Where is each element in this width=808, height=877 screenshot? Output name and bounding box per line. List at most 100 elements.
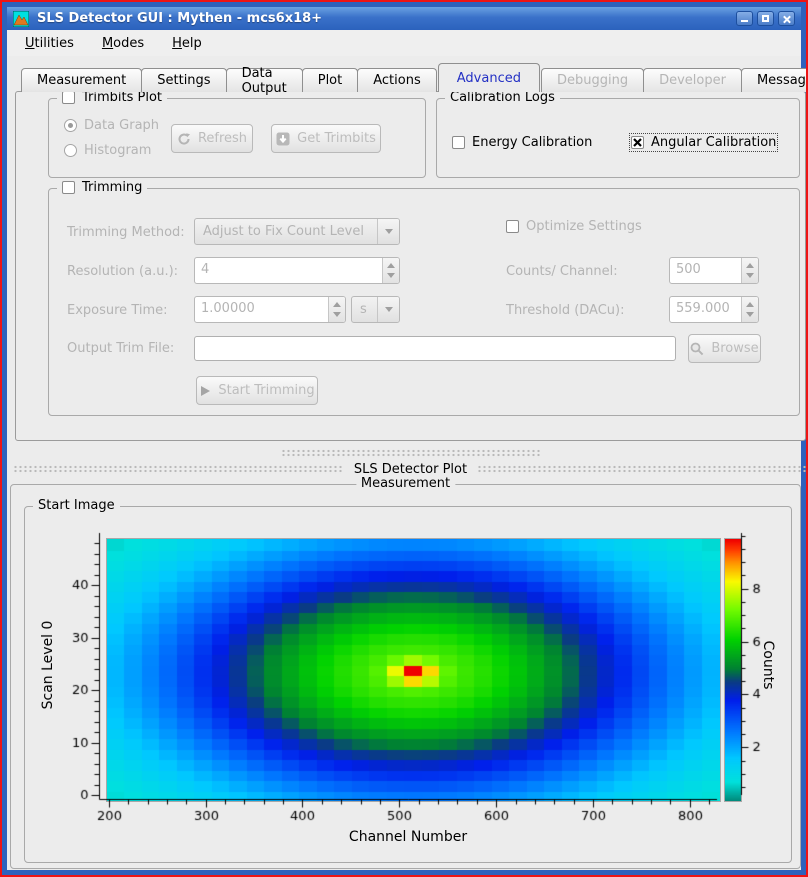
chevron-down-icon xyxy=(377,297,399,322)
dock-texture xyxy=(13,464,344,474)
minimize-icon xyxy=(741,20,748,22)
minimize-button[interactable] xyxy=(736,11,753,26)
spin-arrows-icon xyxy=(382,258,399,283)
refresh-icon xyxy=(178,132,190,145)
menu-modes[interactable]: Modes xyxy=(101,35,145,51)
counts-channel-value: 500 xyxy=(676,262,701,277)
trimming-title: Trimming xyxy=(82,180,143,195)
histogram-label: Histogram xyxy=(84,143,152,158)
exposure-time-label: Exposure Time: xyxy=(67,303,168,318)
threshold-label: Threshold (DACu): xyxy=(506,303,625,318)
histogram-radio: Histogram xyxy=(64,143,151,158)
download-icon xyxy=(276,132,290,145)
output-trim-file-input xyxy=(194,336,676,361)
heatmap-plot-canvas[interactable] xyxy=(106,538,721,802)
splitter-handle[interactable] xyxy=(281,449,541,458)
trimming-checkbox[interactable]: Trimming xyxy=(62,180,142,195)
angular-calibration-label: Angular Calibration xyxy=(651,135,777,150)
plot-dock-titlebar: SLS Detector Plot xyxy=(13,461,806,477)
tab-settings[interactable]: Settings xyxy=(141,68,227,92)
trimming-method-value: Adjust to Fix Count Level xyxy=(203,224,364,239)
trimbits-plot-title: Trimbits Plot xyxy=(82,90,163,105)
browse-button: Browse xyxy=(688,334,761,363)
window-title: SLS Detector GUI : Mythen - mcs6x18+ xyxy=(37,11,323,26)
spin-arrows-icon xyxy=(328,297,345,322)
magnifier-icon xyxy=(690,342,704,355)
menu-help[interactable]: Help xyxy=(172,35,202,51)
resolution-label: Resolution (a.u.): xyxy=(67,264,179,279)
exposure-unit-value: s xyxy=(360,302,367,317)
trimming-group: Trimming Trimming Method: Adjust to Fix … xyxy=(48,180,800,416)
radio-circle xyxy=(64,119,77,132)
trimbits-plot-group: Trimbits Plot Data Graph Histogram Refre… xyxy=(48,90,426,178)
tab-debugging: Debugging xyxy=(540,68,645,92)
exposure-time-value: 1.00000 xyxy=(201,301,255,316)
exposure-unit-combo: s xyxy=(351,296,400,323)
tab-actions[interactable]: Actions xyxy=(357,68,437,92)
start-image-legend: Start Image xyxy=(33,498,120,513)
tab-data-output[interactable]: Data Output xyxy=(225,66,303,96)
checkbox-box xyxy=(631,136,644,149)
refresh-button: Refresh xyxy=(171,124,253,153)
chevron-down-icon xyxy=(377,219,399,244)
calibration-logs-legend: Calibration Logs xyxy=(445,90,560,105)
check-x-icon xyxy=(633,138,642,147)
close-icon xyxy=(779,12,794,25)
browse-label: Browse xyxy=(711,341,759,356)
checkbox-box xyxy=(506,220,519,233)
spin-arrows-icon xyxy=(741,258,758,283)
resolution-value: 4 xyxy=(201,262,210,277)
trimming-method-label: Trimming Method: xyxy=(67,225,185,240)
calibration-logs-title: Calibration Logs xyxy=(450,90,555,105)
optimize-settings-label: Optimize Settings xyxy=(526,219,642,234)
maximize-button[interactable] xyxy=(757,11,774,26)
tab-plot[interactable]: Plot xyxy=(301,68,359,92)
y-axis-title: Scan Level 0 xyxy=(40,620,56,710)
tab-developer: Developer xyxy=(643,68,742,92)
menu-utilities[interactable]: Utilities xyxy=(25,35,74,51)
tab-measurement[interactable]: Measurement xyxy=(21,68,143,92)
optimize-settings-checkbox: Optimize Settings xyxy=(506,219,642,234)
get-trimbits-button: Get Trimbits xyxy=(271,124,381,153)
play-icon xyxy=(201,385,211,396)
dock-texture xyxy=(477,464,806,474)
checkbox-box xyxy=(62,91,75,104)
colorbar-canvas xyxy=(724,538,742,802)
data-graph-label: Data Graph xyxy=(84,118,160,133)
title-bar[interactable]: SLS Detector GUI : Mythen - mcs6x18+ xyxy=(7,7,801,30)
tab-messages[interactable]: Messages xyxy=(740,68,806,92)
window-frame: SLS Detector GUI : Mythen - mcs6x18+ Uti… xyxy=(4,4,806,875)
trimming-legend: Trimming xyxy=(57,180,148,195)
menu-bar: Utilities Modes Help xyxy=(7,30,801,56)
colorbar-title: Counts xyxy=(760,640,776,690)
angular-calibration-checkbox[interactable]: Angular Calibration xyxy=(628,133,779,152)
start-trimming-button: Start Trimming xyxy=(196,376,318,405)
trimbits-plot-checkbox[interactable]: Trimbits Plot xyxy=(62,90,162,105)
maximize-icon xyxy=(762,15,769,22)
close-button[interactable] xyxy=(778,11,795,26)
exposure-time-spinbox: 1.00000 xyxy=(194,296,346,323)
trimbits-plot-legend: Trimbits Plot xyxy=(57,90,168,105)
refresh-label: Refresh xyxy=(197,131,248,146)
threshold-spinbox: 559.000 xyxy=(669,296,759,323)
resolution-spinbox: 4 xyxy=(194,257,400,284)
tab-bar: Measurement Settings Data Output Plot Action… xyxy=(21,63,806,96)
radio-circle xyxy=(64,144,77,157)
checkbox-box xyxy=(62,181,75,194)
app-icon xyxy=(13,10,29,27)
x-axis-title: Channel Number xyxy=(348,829,468,845)
energy-calibration-checkbox[interactable]: Energy Calibration xyxy=(452,135,592,150)
plot-dock-title: SLS Detector Plot xyxy=(353,461,468,477)
start-trimming-label: Start Trimming xyxy=(218,383,315,398)
trimming-method-combo: Adjust to Fix Count Level xyxy=(194,218,400,245)
get-trimbits-label: Get Trimbits xyxy=(297,131,376,146)
checkbox-box xyxy=(452,136,465,149)
output-trim-file-label: Output Trim File: xyxy=(67,341,175,356)
tab-advanced[interactable]: Advanced xyxy=(437,63,540,92)
counts-channel-label: Counts/ Channel: xyxy=(506,264,618,279)
calibration-logs-group: Calibration Logs Energy Calibration Angu… xyxy=(436,90,800,178)
advanced-tab-pane: Trimbits Plot Data Graph Histogram Refre… xyxy=(15,90,806,441)
spin-arrows-icon xyxy=(741,297,758,322)
data-graph-radio: Data Graph xyxy=(64,118,159,133)
